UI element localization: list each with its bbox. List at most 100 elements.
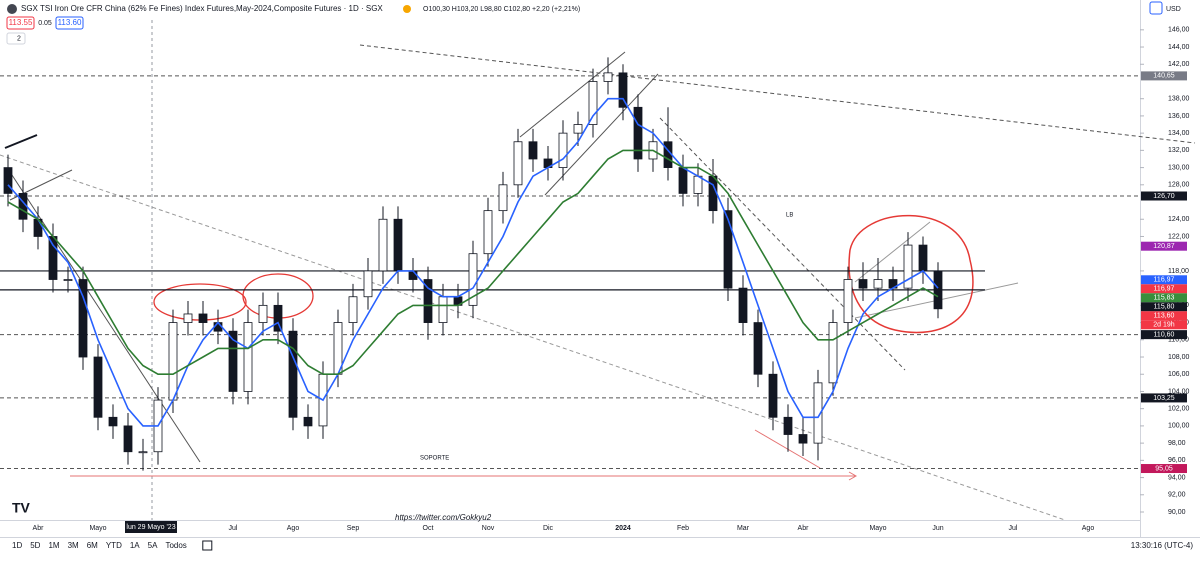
bid-price[interactable]: 113.55: [9, 18, 33, 27]
x-tick-label: Mar: [737, 525, 750, 532]
trend-line: [4, 134, 38, 149]
range-button[interactable]: 5A: [148, 541, 158, 550]
y-tick-label: 132,00: [1168, 147, 1190, 154]
indicator-count[interactable]: 2: [17, 35, 21, 42]
candle-body: [378, 218, 388, 272]
y-tick-label: 100,00: [1168, 423, 1190, 430]
candle-body: [93, 356, 103, 418]
x-tick-label: Jul: [229, 525, 238, 532]
price-label: 120,87: [1153, 243, 1175, 250]
x-tick-label: Jul: [1009, 525, 1018, 532]
candle-body: [588, 81, 598, 125]
y-tick-label: 124,00: [1168, 216, 1190, 223]
price-label: 115,80: [1154, 304, 1175, 311]
candle-body: [528, 141, 538, 160]
price-label-bg: [1141, 293, 1187, 303]
y-tick-label: 134,00: [1168, 130, 1190, 137]
candle-body: [753, 322, 763, 375]
buy-button[interactable]: [55, 16, 84, 30]
candle-body: [723, 210, 733, 289]
lb-note: LB: [786, 213, 793, 219]
range-toolbar: 1D 5D 1M 3M 6M YTD 1A 5A Todos: [12, 540, 213, 551]
y-tick-label: 144,00: [1168, 44, 1190, 51]
price-label: 126,70: [1153, 193, 1175, 200]
price-label-bg: [1141, 311, 1187, 321]
candle-body: [123, 425, 133, 453]
range-button[interactable]: 1A: [130, 541, 140, 550]
candle-body: [513, 141, 523, 186]
y-tick-label: 142,00: [1168, 61, 1190, 68]
ohlc-values: O100,30 H103,20 L98,80 C102,80 +2,20 (+2…: [423, 6, 580, 13]
countdown: 2d 19h: [1153, 322, 1175, 329]
candle-body: [768, 373, 778, 418]
candle-body: [558, 132, 568, 168]
candle-body: [303, 416, 313, 427]
clock: 13:30:16 (UTC-4): [1131, 541, 1194, 550]
moving-average: [7, 149, 939, 375]
x-tick-label: Mayo: [869, 525, 886, 532]
trend-line: [659, 117, 906, 371]
candle-body: [573, 124, 583, 134]
y-tick-label: 106,00: [1168, 371, 1190, 378]
candle-body: [273, 304, 283, 332]
candle-body: [633, 106, 643, 160]
currency[interactable]: USD: [1166, 6, 1181, 13]
x-tick-label: Ago: [1082, 525, 1095, 532]
candle-body: [828, 322, 838, 384]
candle-body: [693, 175, 703, 194]
candle-body: [468, 253, 478, 306]
y-tick-label: 104,00: [1168, 388, 1190, 395]
range-button[interactable]: 1D: [12, 541, 22, 550]
spread: 0.05: [38, 20, 52, 27]
candle-body: [258, 304, 268, 323]
y-tick-label: 94,00: [1168, 474, 1186, 481]
price-label-bg: [1141, 71, 1187, 81]
y-tick-label: 98,00: [1168, 440, 1186, 447]
price-label-bg: [1141, 302, 1187, 312]
price-label-bg: [1141, 191, 1187, 201]
candle-body: [438, 296, 448, 323]
watermark-url: https://twitter.com/Gokkyu2: [395, 513, 492, 522]
candle-body: [843, 279, 853, 323]
date-range-button[interactable]: [202, 540, 213, 551]
candle-body: [138, 451, 148, 454]
ask-price[interactable]: 113.60: [58, 18, 82, 27]
logo: TV: [12, 500, 31, 516]
candle-body: [678, 167, 688, 194]
price-label-bg: [1141, 330, 1187, 340]
y-tick-label: 118,00: [1168, 268, 1189, 275]
x-tick-label: Mayo: [89, 525, 106, 532]
range-button[interactable]: 5D: [30, 541, 40, 550]
range-button[interactable]: 3M: [68, 541, 79, 550]
price-label: 116,97: [1154, 277, 1175, 284]
chart-title: SGX TSI Iron Ore CFR China (62% Fe Fines…: [21, 4, 383, 13]
candle-body: [48, 236, 58, 280]
candle-body: [108, 416, 118, 427]
range-button[interactable]: Todos: [165, 541, 186, 550]
sell-button[interactable]: [6, 16, 35, 30]
price-label: 95,05: [1155, 465, 1173, 472]
range-button[interactable]: 1M: [48, 541, 59, 550]
y-tick-label: 90,00: [1168, 509, 1186, 516]
price-label-bg: [1141, 284, 1187, 294]
candle-body: [813, 382, 823, 444]
plot: [0, 57, 1140, 471]
x-tick-label: Nov: [482, 525, 495, 532]
candle-body: [183, 313, 193, 323]
y-tick-label: 102,00: [1168, 406, 1190, 413]
range-button[interactable]: 6M: [87, 541, 98, 550]
y-tick-label: 108,00: [1168, 354, 1190, 361]
alert-button[interactable]: [1149, 1, 1163, 15]
crosshair-label-bg: [125, 521, 177, 533]
indicators-toggle[interactable]: [6, 32, 26, 45]
highlight-circle: [848, 214, 974, 334]
y-tick-label: 122,00: [1168, 233, 1190, 240]
trend-line: [359, 44, 1196, 144]
y-tick-label: 110,00: [1168, 337, 1189, 344]
channel-line: [854, 221, 931, 283]
moving-average: [7, 97, 939, 427]
range-button[interactable]: YTD: [106, 541, 122, 550]
price-label-bg: [1141, 393, 1187, 403]
y-tick-label: 136,00: [1168, 113, 1190, 120]
candle-body: [483, 210, 493, 255]
